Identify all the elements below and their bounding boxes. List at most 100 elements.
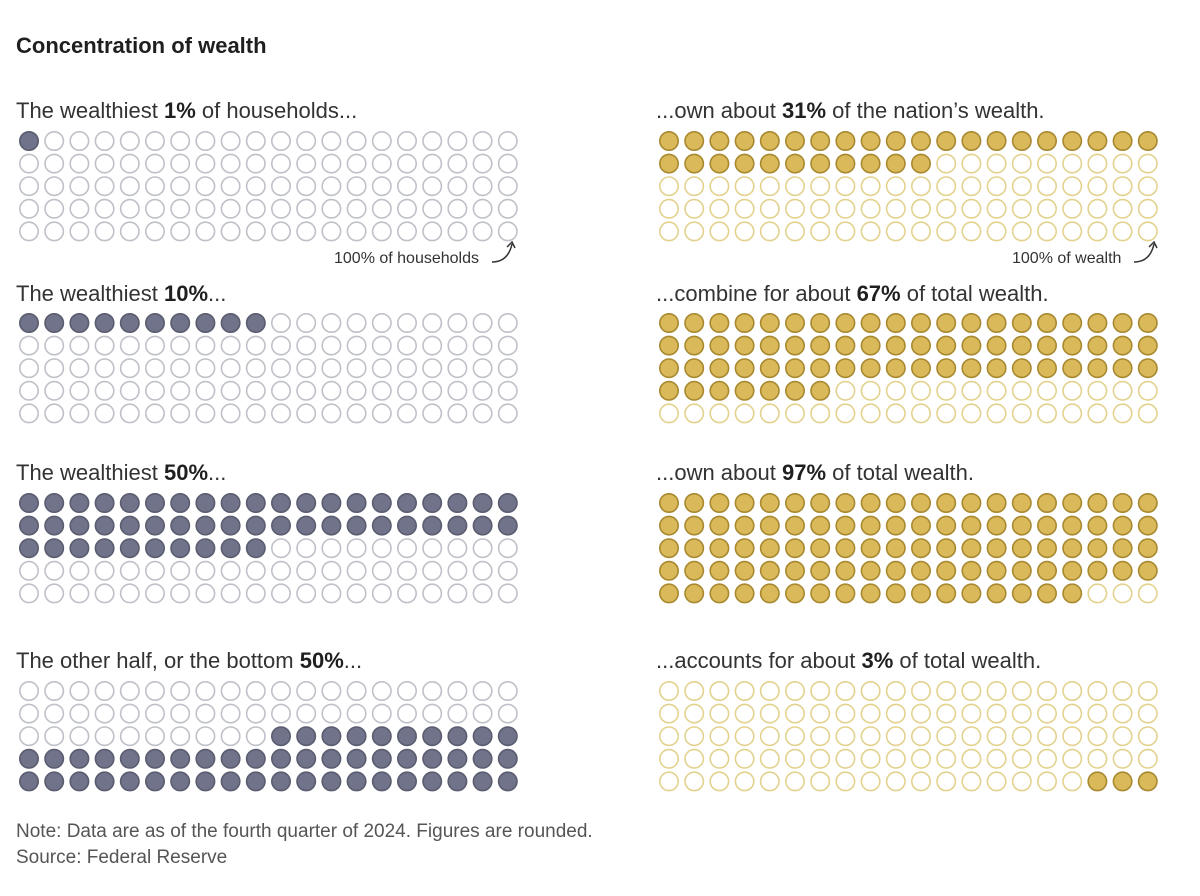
household-dot-empty: [170, 403, 191, 424]
wealth-dot-empty: [810, 403, 831, 424]
household-dot-empty: [497, 198, 518, 219]
footnote: Note: Data are as of the fourth quarter …: [16, 821, 593, 842]
wealth-dot-filled: [936, 538, 957, 559]
wealth-dot-empty: [709, 198, 730, 219]
household-dot-empty: [396, 131, 417, 151]
household-dot-empty: [422, 176, 443, 197]
wealth-dot-filled: [911, 583, 932, 604]
household-dot-filled: [170, 771, 191, 792]
wealth-dot-filled: [1087, 560, 1108, 581]
wealth-dot-filled: [659, 538, 679, 559]
wealth-dot-filled: [885, 515, 906, 536]
household-dot-empty: [447, 703, 468, 724]
wealth-dot-empty: [684, 403, 705, 424]
household-dot-empty: [371, 335, 392, 356]
wealth-dot-filled: [785, 515, 806, 536]
household-dot-empty: [19, 335, 39, 356]
wealth-dot-empty: [684, 726, 705, 747]
wealth-dot-empty: [961, 771, 982, 792]
household-dot-empty: [271, 681, 292, 701]
wealth-dot-empty: [1036, 403, 1057, 424]
wealth-dot-empty: [659, 748, 679, 769]
household-dot-empty: [220, 583, 241, 604]
household-dot-empty: [296, 583, 317, 604]
household-dot-empty: [69, 153, 90, 174]
household-dot-empty: [119, 583, 140, 604]
wealth-dot-empty: [860, 771, 881, 792]
household-dot-empty: [119, 153, 140, 174]
household-dot-filled: [44, 538, 65, 559]
wealth-dot-empty: [1112, 703, 1133, 724]
wealth-dot-empty: [659, 176, 679, 197]
household-dot-filled: [396, 515, 417, 536]
wealth-dot-filled: [1062, 131, 1083, 151]
wealth-dot-empty: [835, 198, 856, 219]
household-dot-empty: [245, 681, 266, 701]
household-dot-empty: [497, 358, 518, 379]
wealth-dot-filled: [734, 538, 755, 559]
wealth-dot-empty: [734, 771, 755, 792]
wealth-dot-filled: [835, 583, 856, 604]
wealth-dot-empty: [1011, 198, 1032, 219]
wealth-dot-filled: [1011, 358, 1032, 379]
household-dot-empty: [69, 221, 90, 242]
household-dot-empty: [396, 358, 417, 379]
households-heading-2: The wealthiest 10%...: [16, 281, 227, 306]
wealth-dot-filled: [1112, 313, 1133, 333]
wealth-dot-empty: [1011, 681, 1032, 701]
household-dot-empty: [245, 583, 266, 604]
household-dot-filled: [44, 515, 65, 536]
household-dot-empty: [472, 583, 493, 604]
wealth-dot-empty: [1137, 153, 1158, 174]
household-dot-empty: [371, 681, 392, 701]
household-dot-empty: [170, 583, 191, 604]
wealth-dot-filled: [986, 493, 1007, 513]
wealth-dot-empty: [785, 221, 806, 242]
household-dot-filled: [170, 313, 191, 333]
wealth-dot-empty: [1062, 703, 1083, 724]
household-dot-empty: [422, 335, 443, 356]
household-dot-filled: [497, 493, 518, 513]
wealth-dot-empty: [835, 748, 856, 769]
wealth-dot-filled: [835, 313, 856, 333]
wealth-dot-empty: [1036, 380, 1057, 401]
household-dot-empty: [220, 131, 241, 151]
household-dot-filled: [94, 538, 115, 559]
household-dot-empty: [145, 681, 166, 701]
wealth-dot-filled: [986, 560, 1007, 581]
household-dot-empty: [472, 153, 493, 174]
wealth-dot-filled: [1062, 335, 1083, 356]
wealth-dot-filled: [885, 131, 906, 151]
wealth-dot-filled: [1062, 560, 1083, 581]
household-dot-filled: [472, 726, 493, 747]
wealth-dot-empty: [709, 771, 730, 792]
wealth-dot-filled: [1036, 515, 1057, 536]
household-dot-empty: [145, 153, 166, 174]
wealth-dot-filled: [885, 560, 906, 581]
household-dot-empty: [321, 681, 342, 701]
household-dot-empty: [371, 313, 392, 333]
household-dot-empty: [497, 560, 518, 581]
wealth-dot-filled: [1011, 493, 1032, 513]
household-dot-empty: [271, 221, 292, 242]
wealth-dot-empty: [961, 153, 982, 174]
household-dot-filled: [346, 771, 367, 792]
wealth-dot-empty: [1112, 380, 1133, 401]
wealth-dot-filled: [860, 560, 881, 581]
wealth-dot-filled: [810, 313, 831, 333]
wealth-dot-filled: [810, 153, 831, 174]
wealth-dot-filled: [1087, 515, 1108, 536]
wealth-dot-filled: [911, 538, 932, 559]
wealth-dot-filled: [1137, 560, 1158, 581]
wealth-dot-filled: [986, 538, 1007, 559]
wealth-dot-empty: [785, 176, 806, 197]
household-dot-empty: [220, 703, 241, 724]
wealth-dot-filled: [860, 131, 881, 151]
household-dot-empty: [119, 198, 140, 219]
wealth-dot-filled: [885, 313, 906, 333]
household-dot-filled: [422, 493, 443, 513]
wealth-dot-empty: [986, 771, 1007, 792]
household-dot-empty: [422, 380, 443, 401]
wealth-dot-empty: [835, 771, 856, 792]
household-dot-filled: [346, 726, 367, 747]
